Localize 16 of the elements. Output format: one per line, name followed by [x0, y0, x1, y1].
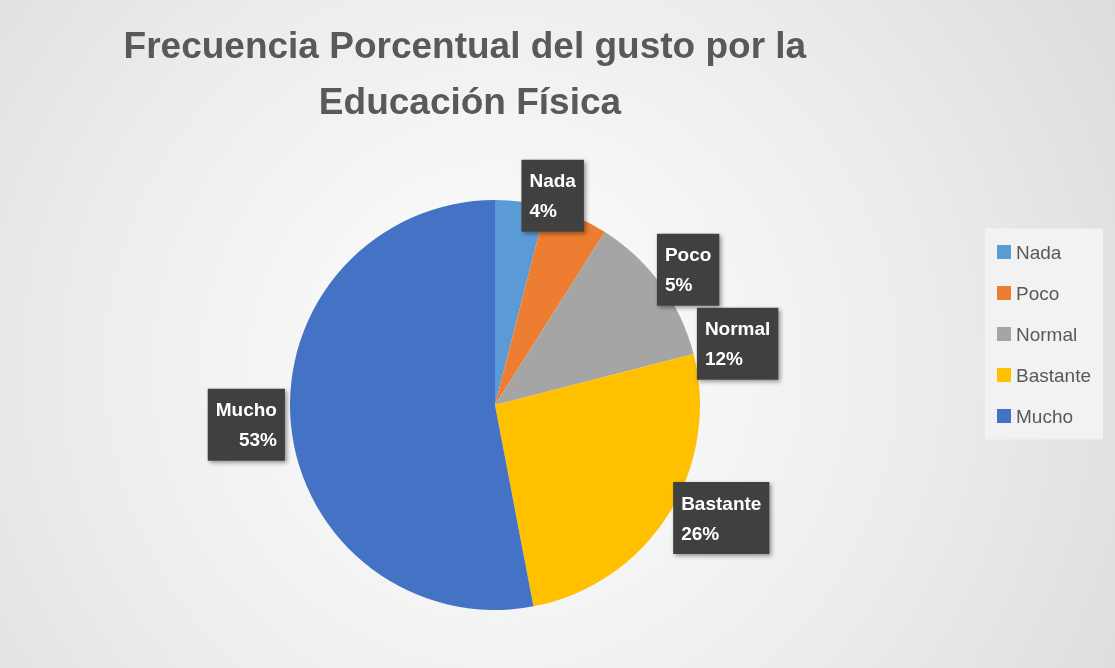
slice-label: Bastante: [681, 492, 762, 514]
data-label: 4%: [529, 200, 558, 222]
legend-label: Poco: [1016, 282, 1060, 304]
slice-label: Normal: [704, 318, 771, 340]
slice-label: Nada: [529, 170, 577, 192]
legend-label: Bastante: [1016, 364, 1091, 386]
legend-label: Mucho: [1016, 405, 1074, 427]
chart-title: Frecuencia Porcentual del gusto por la Educación Física: [123, 24, 817, 122]
category-label: Poco: [664, 244, 712, 266]
data-label: 5%: [664, 274, 693, 296]
slice-label: Mucho: [215, 399, 277, 421]
legend-label: Nada: [1016, 241, 1062, 263]
data-label: 53%: [238, 429, 278, 451]
data-label: 12%: [704, 348, 744, 370]
data-label: 26%: [681, 522, 720, 544]
legend-label: Normal: [1016, 323, 1078, 345]
